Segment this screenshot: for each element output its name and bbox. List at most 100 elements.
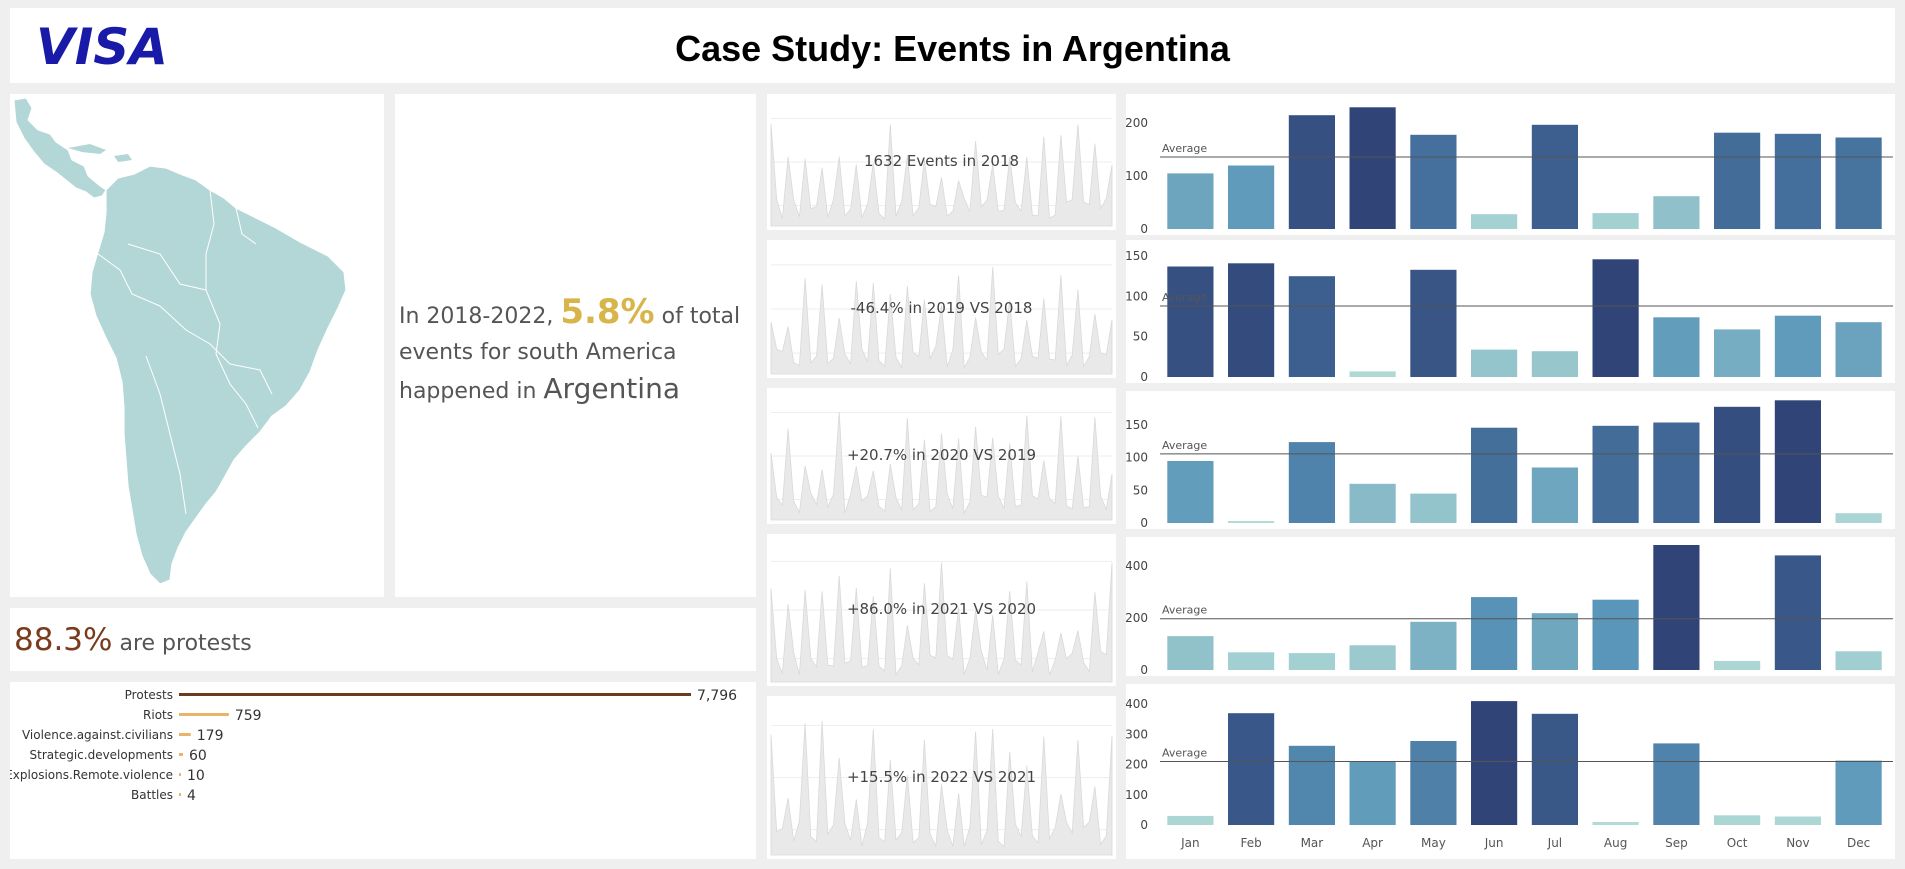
month-bar	[1835, 137, 1882, 229]
y-tick-label: 0	[1140, 818, 1148, 832]
month-bar	[1653, 196, 1700, 229]
map-panel	[10, 94, 384, 597]
event-type-label: Strategic.developments	[30, 748, 173, 762]
monthly-bar-panel: 0 200 400 Average	[1125, 537, 1895, 677]
event-type-value: 759	[235, 708, 262, 724]
monthly-bar-chart: 0 100 200 300 400 Jan Feb Mar Apr May Jun Jul Aug Sep…	[1125, 697, 1893, 850]
month-bar	[1471, 597, 1518, 670]
month-bar	[1349, 107, 1396, 229]
y-tick-label: 100	[1126, 788, 1148, 802]
y-tick-label: 400	[1126, 559, 1148, 573]
month-bar	[1592, 259, 1639, 377]
month-bar	[1592, 822, 1639, 825]
month-bar	[1228, 165, 1275, 229]
average-label: Average	[1162, 439, 1207, 452]
caribbean-island	[68, 144, 106, 154]
sparkline-label: +86.0% in 2021 VS 2020	[846, 600, 1037, 618]
month-bar	[1167, 461, 1214, 523]
y-tick-label: 0	[1140, 516, 1148, 529]
summary-text: In 2018-2022, 5.8% of total events for s…	[399, 292, 741, 405]
y-tick-label: 200	[1126, 758, 1148, 772]
month-bar	[1288, 442, 1335, 523]
month-bar	[1410, 741, 1457, 825]
y-tick-label: 50	[1133, 483, 1148, 497]
month-bar	[1774, 555, 1821, 670]
y-tick-label: 400	[1126, 697, 1148, 711]
monthly-bar-panel: 0 50 100 150 Average	[1125, 240, 1895, 384]
protests-text: 88.3% are protests	[14, 622, 252, 658]
event-types-panel: Protests 7,796 Riots 759 Violence.against.ci…	[10, 682, 756, 859]
month-bar	[1714, 406, 1761, 523]
y-tick-label: 300	[1126, 727, 1148, 741]
average-label: Average	[1162, 142, 1207, 155]
monthly-bar-chart: 0 50 100 150 Average	[1125, 400, 1893, 530]
month-bar	[1714, 132, 1761, 229]
month-bar	[1653, 545, 1700, 670]
month-bar	[1592, 213, 1639, 229]
sparkline-area	[770, 720, 1113, 856]
month-bar	[1410, 493, 1457, 523]
month-label: Nov	[1786, 836, 1809, 850]
month-bar	[1228, 521, 1275, 523]
month-bar	[1349, 645, 1396, 670]
y-tick-label: 100	[1126, 289, 1148, 303]
month-label: May	[1421, 836, 1446, 850]
average-label: Average	[1162, 604, 1207, 617]
y-tick-label: 100	[1126, 451, 1148, 465]
average-label: Average	[1162, 291, 1207, 304]
sparkline-label: 1632 Events in 2018	[863, 152, 1020, 170]
event-types-chart: Protests 7,796 Riots 759 Violence.against.ci…	[10, 688, 737, 804]
visa-logo: VISA	[36, 18, 168, 74]
month-bar	[1228, 713, 1275, 825]
y-tick-label: 150	[1126, 249, 1148, 263]
month-label: Jun	[1484, 836, 1504, 850]
protests-panel: 88.3% are protests	[10, 608, 756, 671]
month-bar	[1471, 349, 1518, 377]
month-bar	[1167, 266, 1214, 377]
event-type-bar	[179, 713, 229, 716]
month-bar	[1288, 115, 1335, 229]
month-bar	[1228, 263, 1275, 377]
month-bar	[1410, 621, 1457, 670]
month-bar	[1714, 660, 1761, 670]
y-tick-label: 0	[1140, 370, 1148, 383]
month-label: Oct	[1727, 836, 1748, 850]
event-type-value: 7,796	[697, 688, 737, 704]
monthly-bar-chart: 0 100 200 Average	[1125, 107, 1893, 236]
central-america-shape	[13, 97, 107, 199]
month-bar	[1288, 276, 1335, 377]
month-bar	[1835, 513, 1882, 523]
month-label: Mar	[1301, 836, 1324, 850]
header: VISA Case Study: Events in Argentina	[10, 8, 1895, 83]
month-bar	[1714, 329, 1761, 377]
y-tick-label: 50	[1133, 330, 1148, 344]
sparkline-chart	[770, 560, 1113, 683]
month-bar	[1167, 815, 1214, 825]
month-bar	[1167, 173, 1214, 229]
monthly-bar-chart: 0 50 100 150 Average	[1125, 249, 1893, 384]
y-tick-label: 200	[1126, 611, 1148, 625]
sparkline-panel: -46.4% in 2019 VS 2018	[767, 240, 1116, 378]
south-america-map	[13, 97, 347, 585]
month-bar	[1774, 315, 1821, 377]
sparkline-label: +15.5% in 2022 VS 2021	[846, 767, 1037, 786]
month-bar	[1714, 815, 1761, 825]
event-type-value: 10	[187, 768, 205, 784]
event-type-label: Violence.against.civilians	[22, 728, 173, 742]
month-bar	[1471, 701, 1518, 825]
month-bar	[1228, 652, 1275, 670]
month-bar	[1653, 317, 1700, 377]
month-bar	[1531, 613, 1578, 670]
month-bar	[1835, 651, 1882, 671]
event-type-value: 4	[187, 788, 196, 804]
monthly-bar-panel: 0 100 200 300 400 Jan Feb Mar Apr May Jun Jul Aug Sep…	[1125, 684, 1895, 859]
month-bar	[1592, 599, 1639, 670]
month-bar	[1835, 760, 1882, 825]
event-type-label: Explosions.Remote.violence	[10, 768, 173, 782]
summary-panel: In 2018-2022, 5.8% of total events for s…	[395, 94, 756, 597]
sparkline-label: +20.7% in 2020 VS 2019	[846, 446, 1037, 464]
month-bar	[1653, 743, 1700, 825]
summary-percent: 5.8%	[560, 292, 655, 332]
month-bar	[1410, 134, 1457, 229]
event-type-label: Riots	[143, 708, 173, 722]
